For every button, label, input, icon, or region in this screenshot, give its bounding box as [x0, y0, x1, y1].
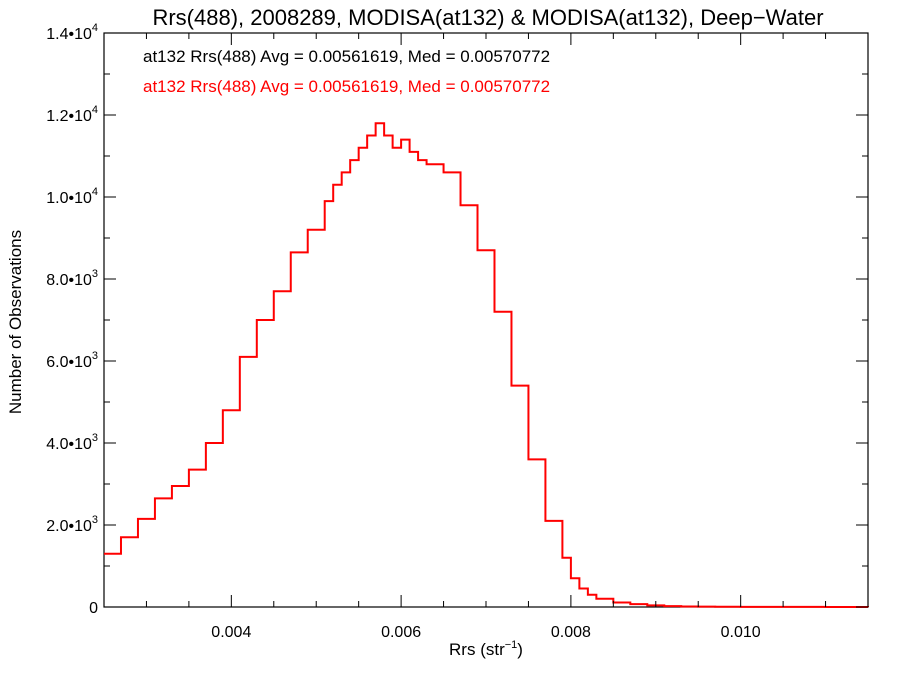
y-tick-label: 0	[89, 600, 98, 617]
chart-title: Rrs(488), 2008289, MODISA(at132) & MODIS…	[152, 5, 823, 30]
x-axis-label: Rrs (str−1)	[449, 639, 523, 659]
y-tick-label: 2.0•103	[46, 514, 98, 535]
y-tick-label: 1.4•104	[46, 22, 98, 43]
x-tick-label: 0.010	[721, 624, 761, 641]
stats-annotation: at132 Rrs(488) Avg = 0.00561619, Med = 0…	[143, 47, 550, 66]
x-axis-label-close: )	[517, 640, 523, 659]
y-tick-label: 8.0•103	[46, 268, 98, 289]
x-tick-label: 0.008	[551, 624, 591, 641]
y-axis-label: Number of Observations	[6, 230, 25, 414]
histogram-series-line	[104, 122, 869, 608]
y-tick-label: 1.2•104	[46, 104, 98, 125]
y-tick-label: 1.0•104	[46, 186, 98, 207]
y-tick-label: 6.0•103	[46, 350, 98, 371]
plot-frame	[103, 32, 869, 608]
stats-annotation: at132 Rrs(488) Avg = 0.00561619, Med = 0…	[143, 77, 550, 96]
x-axis-label-main: Rrs (str	[449, 640, 505, 659]
y-tick-label: 4.0•103	[46, 432, 98, 453]
x-tick-label: 0.006	[381, 624, 421, 641]
x-axis-label-sup: −1	[505, 639, 518, 651]
x-tick-label: 0.004	[211, 624, 251, 641]
